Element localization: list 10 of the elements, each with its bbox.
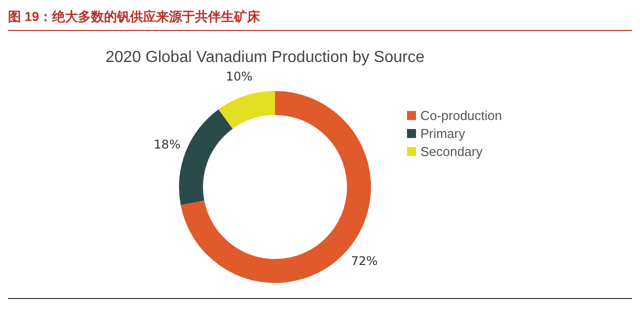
- legend-label: Secondary: [420, 144, 482, 159]
- data-label: 10%: [226, 70, 252, 84]
- donut-slice: [218, 91, 275, 129]
- chart-title: 图 19：绝大多数的钒供应来源于共伴生矿床: [8, 8, 632, 31]
- data-label: 72%: [351, 254, 378, 268]
- donut-slice: [179, 109, 233, 205]
- data-label: 18%: [154, 137, 180, 152]
- chart-subtitle: 2020 Global Vanadium Production by Source: [104, 49, 426, 67]
- legend-label: Primary: [420, 126, 466, 141]
- legend-label: Co-production: [420, 108, 502, 123]
